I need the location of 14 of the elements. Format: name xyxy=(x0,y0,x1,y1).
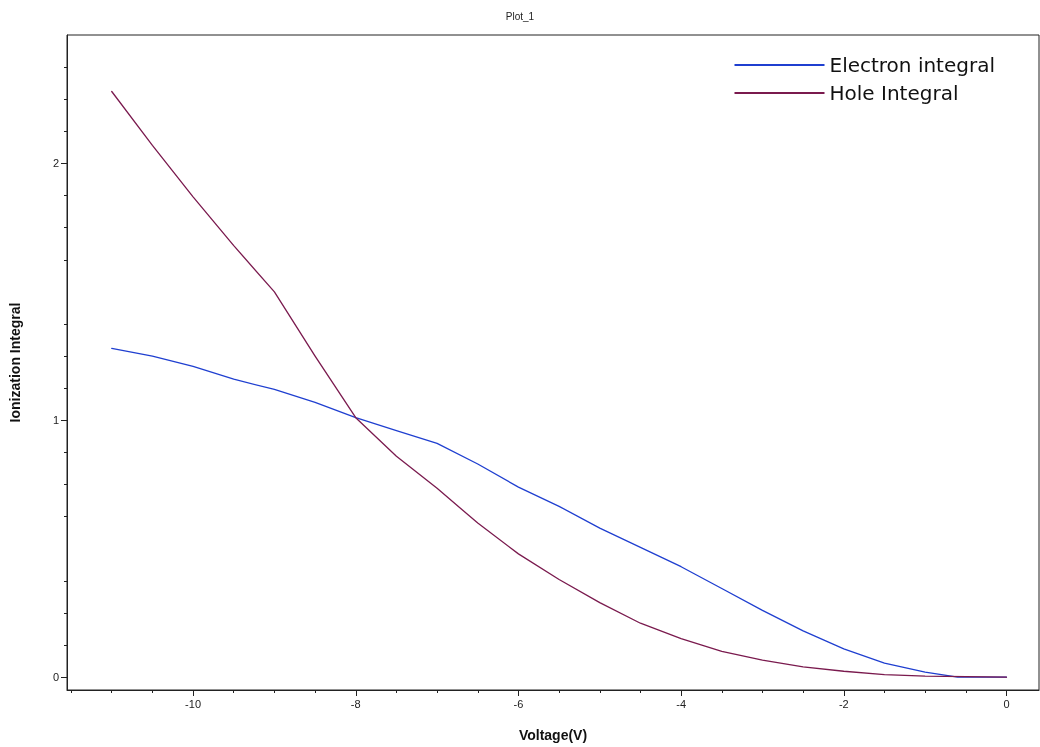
x-tick-label: -8 xyxy=(350,697,361,710)
x-axis-title: Voltage(V) xyxy=(518,727,588,743)
legend-label: Hole Integral xyxy=(829,81,959,105)
y-tick-label: 0 xyxy=(52,671,59,684)
y-axis-title: Ionization Integral xyxy=(7,302,23,423)
x-tick-label: -10 xyxy=(185,697,202,710)
y-tick-label: 2 xyxy=(52,157,59,170)
x-tick-label: -6 xyxy=(513,697,524,710)
legend-label: Electron integral xyxy=(829,53,995,77)
y-tick-label: 1 xyxy=(52,414,59,427)
x-tick-label: 0 xyxy=(1003,697,1010,710)
x-tick-label: -2 xyxy=(838,697,849,710)
x-tick-label: -4 xyxy=(676,697,686,710)
chart-title: Plot_1 xyxy=(505,10,535,22)
